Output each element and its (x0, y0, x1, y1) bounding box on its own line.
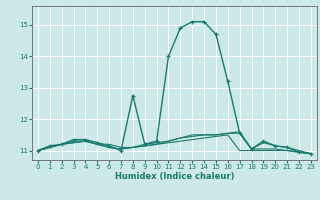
X-axis label: Humidex (Indice chaleur): Humidex (Indice chaleur) (115, 172, 234, 181)
